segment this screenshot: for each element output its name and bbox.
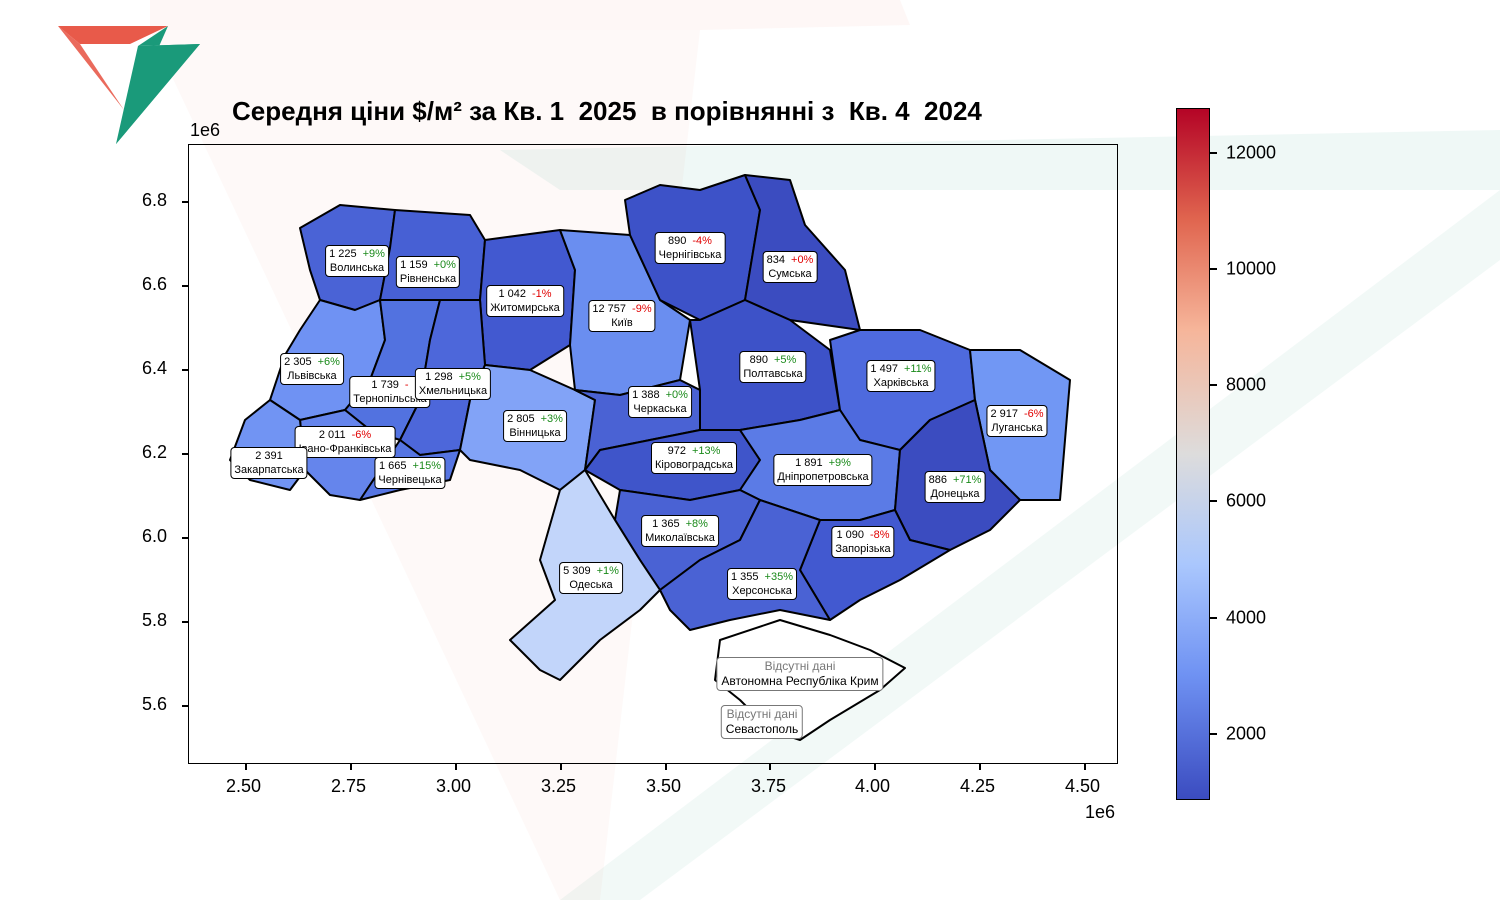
label-odeska: 5 309 +1% Одеська: [559, 562, 623, 594]
label-chernihivska: 890 -4% Чернігівська: [654, 232, 726, 264]
label-cherkaska: 1 388 +0% Черкаська: [628, 386, 692, 418]
x-tickmark: [245, 764, 247, 770]
label-dnipropetrovska: 1 891 +9% Дніпропетровська: [773, 454, 873, 486]
label-ivano-frankivska: 2 011 -6% Івано-Франківська: [294, 426, 396, 458]
label-volynska: 1 225 +9% Волинська: [325, 245, 389, 277]
y-tick: 5.8: [142, 610, 168, 630]
y-tick: 6.4: [142, 358, 168, 378]
colorbar-tickmark: [1210, 152, 1217, 154]
label-zhytomyrska: 1 042 -1% Житомирська: [486, 285, 564, 317]
x-tickmark: [1084, 764, 1086, 770]
colorbar-tickmark: [1210, 617, 1217, 619]
y-axis-exponent: 1e6: [190, 120, 221, 140]
x-tickmark: [455, 764, 457, 770]
y-tickmark: [182, 621, 188, 623]
label-lvivska: 2 305 +6% Львівська: [280, 353, 344, 385]
x-tick: 4.25: [960, 776, 996, 796]
colorbar-tick-label: 4000: [1226, 607, 1267, 628]
label-khersonska: 1 355 +35% Херсонська: [727, 568, 797, 600]
x-tickmark: [560, 764, 562, 770]
colorbar-tickmark: [1210, 268, 1217, 270]
y-tickmark: [182, 705, 188, 707]
x-tick: 2.75: [331, 776, 367, 796]
label-vinnytska: 2 805 +3% Вінницька: [503, 410, 567, 442]
y-tick: 6.0: [142, 526, 168, 546]
y-tickmark: [182, 201, 188, 203]
colorbar-tickmark: [1210, 733, 1217, 735]
label-donetska: 886 +71% Донецька: [924, 471, 986, 503]
x-tickmark: [874, 764, 876, 770]
company-logo: [58, 26, 200, 144]
label-sevastopol-missing: Відсутні дані Севастополь: [720, 705, 804, 739]
y-tickmark: [182, 285, 188, 287]
label-kyiv: 12 757 -9% Київ: [588, 300, 656, 332]
x-tickmark: [769, 764, 771, 770]
label-khmelnytska: 1 298 +5% Хмельницька: [414, 368, 492, 400]
x-tick: 2.50: [226, 776, 262, 796]
y-tick: 5.6: [142, 694, 168, 714]
colorbar-tick-label: 2000: [1226, 723, 1267, 744]
label-kirovohradska: 972 +13% Кіровоградська: [651, 442, 737, 474]
label-rivnenska: 1 159 +0% Рівненська: [395, 256, 461, 288]
colorbar-tickmark: [1210, 500, 1217, 502]
y-tickmark: [182, 537, 188, 539]
label-mykolaivska: 1 365 +8% Миколаївська: [641, 515, 719, 547]
colorbar-tick-label: 8000: [1226, 374, 1267, 395]
label-chernivetska: 1 665 +15% Чернівецька: [374, 457, 446, 489]
x-axis-exponent: 1e6: [1085, 802, 1116, 822]
y-tick: 6.8: [142, 190, 168, 210]
label-luhanska: 2 917 -6% Луганська: [986, 405, 1048, 437]
colorbar-tick-label: 10000: [1226, 258, 1277, 279]
x-tickmark: [350, 764, 352, 770]
colorbar-tick-label: 12000: [1226, 142, 1277, 163]
x-tickmark: [979, 764, 981, 770]
label-zaporizka: 1 090 -8% Запорізька: [831, 526, 895, 558]
label-poltavska: 890 +5% Полтавська: [739, 351, 807, 383]
colorbar: [1176, 108, 1210, 800]
map-plot-area: [188, 144, 1118, 764]
x-tick: 3.25: [541, 776, 577, 796]
chart-title: Середня ціни $/м² за Кв. 1 2025 в порівн…: [232, 96, 982, 126]
colorbar-tickmark: [1210, 384, 1217, 386]
x-tick: 3.75: [751, 776, 787, 796]
y-tick: 6.2: [142, 442, 168, 462]
label-kharkivska: 1 497 +11% Харківська: [866, 360, 936, 392]
x-tickmark: [665, 764, 667, 770]
label-sumska: 834 +0% Сумська: [762, 251, 818, 283]
y-tickmark: [182, 369, 188, 371]
label-zakarpatska: 2 391 Закарпатська: [230, 447, 308, 479]
colorbar-tick-label: 6000: [1226, 490, 1267, 511]
label-crimea-missing: Відсутні дані Автономна Республіка Крим: [716, 657, 884, 691]
x-tick: 3.50: [646, 776, 682, 796]
x-tick: 4.00: [855, 776, 891, 796]
x-tick: 3.00: [436, 776, 472, 796]
x-tick: 4.50: [1065, 776, 1101, 796]
y-tickmark: [182, 453, 188, 455]
y-tick: 6.6: [142, 274, 168, 294]
